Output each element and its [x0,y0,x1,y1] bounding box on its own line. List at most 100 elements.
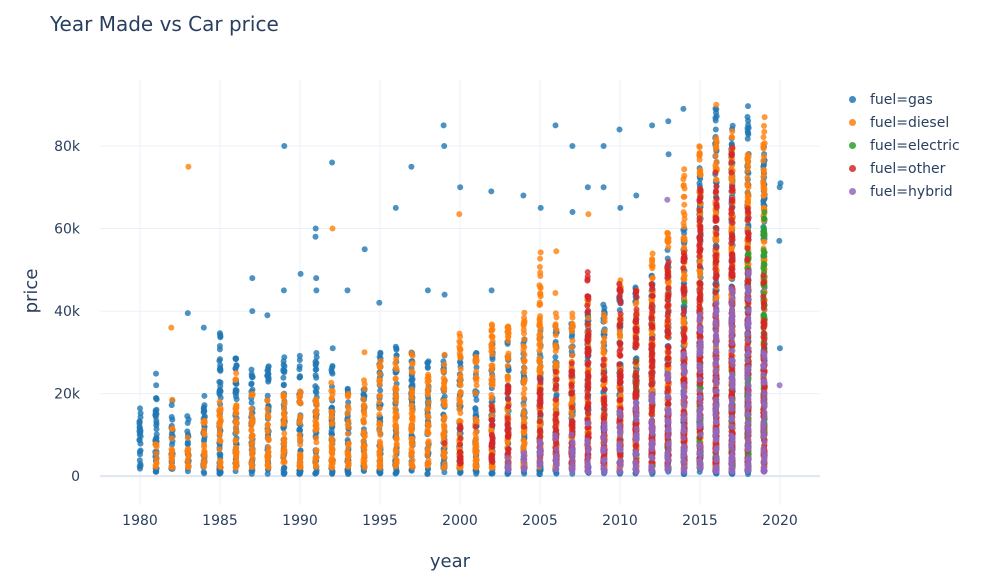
data-point [377,443,384,450]
data-point [153,396,160,403]
data-point [392,387,399,394]
data-point [329,446,336,453]
data-point [248,434,255,441]
data-point [425,404,432,411]
data-point [488,443,495,450]
data-point [360,430,367,437]
data-point [569,352,576,359]
data-point [761,191,768,198]
data-point [744,151,751,158]
data-point [216,425,223,431]
data-point [552,323,559,330]
data-point [616,126,623,133]
data-point [520,402,527,409]
data-point [409,369,416,376]
data-point [408,402,415,409]
data-point [521,369,528,376]
data-point [408,422,415,429]
data-point [185,163,192,170]
data-point [137,410,144,417]
data-point [424,389,431,396]
data-point [328,430,335,437]
data-point [441,291,448,298]
data-point [313,396,320,403]
data-point [344,468,351,475]
data-point [248,373,255,380]
data-point [713,137,720,144]
data-point [201,392,208,399]
data-point [409,408,416,415]
data-point [457,333,464,340]
data-point [184,434,191,441]
data-point [553,361,559,368]
data-point [248,399,255,406]
data-point [456,397,463,404]
data-point [264,428,271,435]
data-point [313,462,319,469]
data-point [393,345,400,352]
data-point [408,452,415,459]
data-point [344,430,351,437]
data-point [393,425,400,432]
data-point [489,463,496,470]
data-point [521,309,528,316]
data-point [312,418,319,424]
data-point [520,410,527,417]
data-point [312,233,319,240]
data-point [377,363,383,370]
data-point [249,392,256,398]
data-point [312,225,319,232]
data-point [137,447,144,454]
data-point [456,406,463,413]
data-point [376,405,383,412]
data-point [392,470,399,477]
data-point [473,396,480,403]
data-point [760,260,767,267]
data-point [505,396,512,403]
data-point [296,363,303,370]
data-point [296,357,303,363]
data-point [377,387,384,394]
data-point [248,380,255,387]
data-point [216,378,223,385]
data-point [393,430,400,437]
data-point [393,440,400,447]
data-point [456,417,463,424]
data-point [536,320,543,327]
data-point [600,143,607,149]
data-point [489,351,496,358]
data-point [216,408,223,415]
data-point [456,211,463,218]
data-point [744,225,751,232]
data-point [232,377,239,383]
data-point [248,366,255,373]
data-point [680,105,687,112]
data-point [296,374,303,381]
data-point [152,462,159,469]
data-point [409,457,416,464]
data-point [505,403,512,410]
data-point [489,373,496,380]
data-point [536,418,543,425]
data-point [537,411,544,418]
data-point [488,188,495,195]
data-point [376,399,383,406]
data-point [168,464,175,471]
data-point [665,151,672,158]
data-point [537,291,544,298]
data-point [232,405,239,412]
data-point [297,441,304,448]
data-point [136,428,143,435]
data-point [425,399,432,406]
data-point [521,351,528,358]
data-point [168,324,175,331]
data-point [440,430,447,437]
data-point [744,198,751,205]
data-point [553,248,560,255]
data-point [649,122,656,129]
data-point [457,380,464,387]
data-point [472,409,479,416]
data-point [137,405,143,412]
data-point [281,143,288,149]
data-point [520,390,527,397]
